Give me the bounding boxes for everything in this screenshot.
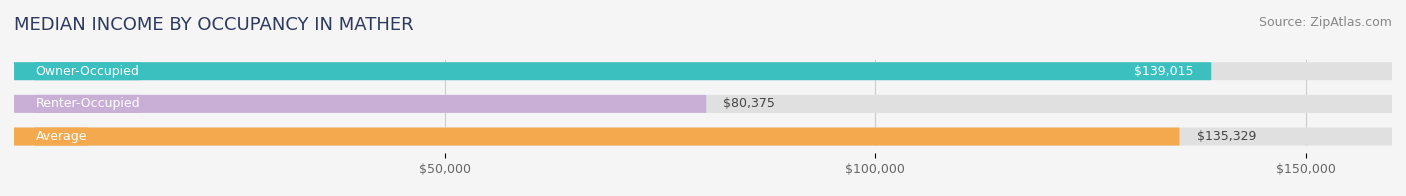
FancyBboxPatch shape [14, 95, 706, 113]
Text: $135,329: $135,329 [1197, 130, 1256, 143]
FancyBboxPatch shape [14, 128, 1180, 145]
FancyBboxPatch shape [14, 128, 1392, 145]
Text: MEDIAN INCOME BY OCCUPANCY IN MATHER: MEDIAN INCOME BY OCCUPANCY IN MATHER [14, 16, 413, 34]
Text: Renter-Occupied: Renter-Occupied [35, 97, 141, 110]
Text: $80,375: $80,375 [724, 97, 775, 110]
Text: Average: Average [35, 130, 87, 143]
FancyBboxPatch shape [14, 62, 1392, 80]
Text: $139,015: $139,015 [1135, 65, 1194, 78]
Text: Source: ZipAtlas.com: Source: ZipAtlas.com [1258, 16, 1392, 29]
Text: Owner-Occupied: Owner-Occupied [35, 65, 139, 78]
FancyBboxPatch shape [14, 95, 1392, 113]
FancyBboxPatch shape [14, 62, 1211, 80]
